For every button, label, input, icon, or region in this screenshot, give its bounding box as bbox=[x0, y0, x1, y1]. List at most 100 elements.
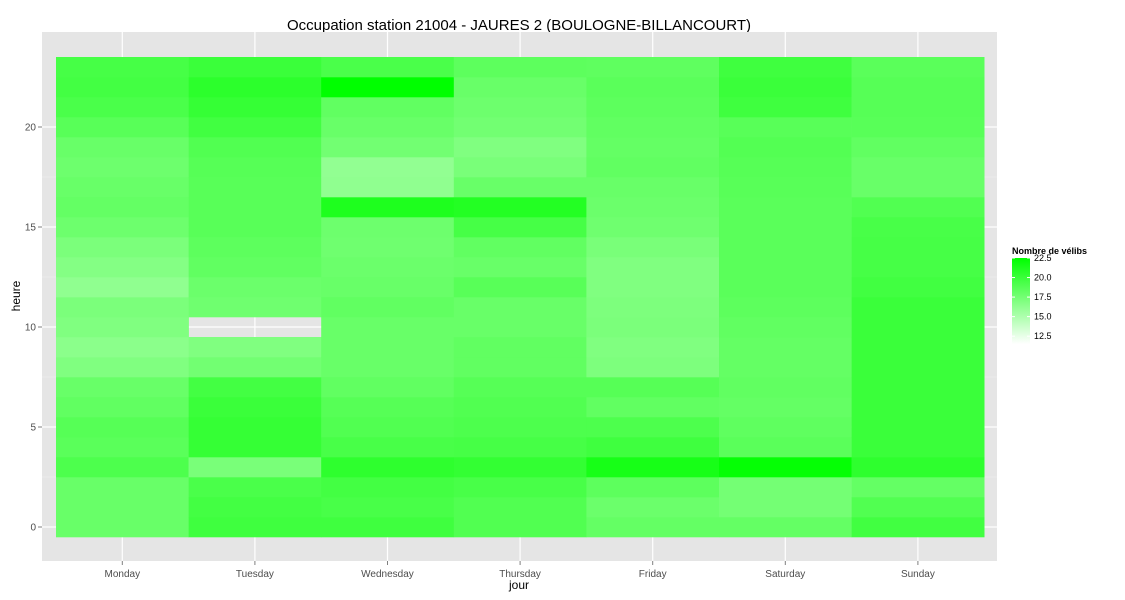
heatmap-cell-saturday-7 bbox=[719, 377, 852, 398]
heatmap-cell-friday-17 bbox=[586, 177, 720, 198]
heatmap-cell-saturday-17 bbox=[719, 177, 852, 198]
heatmap-cell-friday-16 bbox=[586, 197, 720, 218]
heatmap-cells bbox=[56, 57, 985, 538]
heatmap-cell-monday-13 bbox=[56, 257, 189, 278]
heatmap-cell-monday-18 bbox=[56, 157, 189, 178]
heatmap-cell-monday-0 bbox=[56, 517, 189, 538]
heatmap-cell-friday-14 bbox=[586, 237, 720, 258]
heatmap-cell-friday-4 bbox=[586, 437, 720, 458]
heatmap-cell-monday-20 bbox=[56, 117, 189, 138]
x-axis: Monday Tuesday Wednesday Thursday Friday Satu… bbox=[105, 561, 935, 580]
heatmap-cell-saturday-0 bbox=[719, 517, 852, 538]
heatmap-cell-monday-23 bbox=[56, 57, 189, 78]
heatmap-cell-wednesday-20 bbox=[321, 117, 455, 138]
heatmap-cell-friday-3 bbox=[586, 457, 720, 478]
heatmap-cell-sunday-8 bbox=[851, 357, 985, 378]
heatmap-cell-friday-15 bbox=[586, 217, 720, 238]
heatmap-cell-monday-21 bbox=[56, 97, 189, 118]
heatmap-cell-friday-10 bbox=[586, 317, 720, 338]
heatmap-cell-thursday-1 bbox=[453, 497, 587, 518]
heatmap-cell-tuesday-6 bbox=[188, 397, 322, 418]
x-axis-title: jour bbox=[508, 578, 529, 592]
color-legend: Nombre de vélibs 22.5 20.0 17.5 15.0 12.5 bbox=[1012, 246, 1087, 344]
heatmap-cell-sunday-15 bbox=[851, 217, 985, 238]
y-tick-label: 20 bbox=[25, 123, 37, 134]
heatmap-cell-thursday-8 bbox=[453, 357, 587, 378]
heatmap-cell-monday-8 bbox=[56, 357, 189, 378]
heatmap-cell-saturday-8 bbox=[719, 357, 852, 378]
y-axis: 0 5 10 15 20 bbox=[25, 123, 42, 534]
heatmap-cell-sunday-21 bbox=[851, 97, 985, 118]
heatmap-cell-monday-12 bbox=[56, 277, 189, 298]
heatmap-cell-wednesday-18 bbox=[321, 157, 455, 178]
heatmap-cell-tuesday-20 bbox=[188, 117, 322, 138]
heatmap-cell-thursday-15 bbox=[453, 217, 587, 238]
x-tick-label-thursday: Thursday bbox=[499, 569, 541, 580]
heatmap-cell-thursday-20 bbox=[453, 117, 587, 138]
heatmap-cell-tuesday-16 bbox=[188, 197, 322, 218]
heatmap-cell-wednesday-22 bbox=[321, 77, 455, 98]
heatmap-cell-saturday-20 bbox=[719, 117, 852, 138]
heatmap-cell-sunday-12 bbox=[851, 277, 985, 298]
heatmap-cell-friday-22 bbox=[586, 77, 720, 98]
x-tick-label-wednesday: Wednesday bbox=[361, 569, 414, 580]
chart-title: Occupation station 21004 - JAURES 2 (BOU… bbox=[287, 17, 751, 34]
heatmap-cell-wednesday-14 bbox=[321, 237, 455, 258]
heatmap-cell-wednesday-16 bbox=[321, 197, 455, 218]
heatmap-cell-wednesday-15 bbox=[321, 217, 455, 238]
heatmap-cell-friday-21 bbox=[586, 97, 720, 118]
heatmap-cell-saturday-13 bbox=[719, 257, 852, 278]
heatmap-cell-monday-10 bbox=[56, 317, 189, 338]
heatmap-cell-saturday-10 bbox=[719, 317, 852, 338]
heatmap-cell-wednesday-19 bbox=[321, 137, 455, 158]
heatmap-cell-sunday-20 bbox=[851, 117, 985, 138]
heatmap-cell-wednesday-4 bbox=[321, 437, 455, 458]
heatmap-cell-sunday-7 bbox=[851, 377, 985, 398]
heatmap-cell-sunday-18 bbox=[851, 157, 985, 178]
x-tick-label-tuesday: Tuesday bbox=[236, 569, 274, 580]
y-tick-label: 15 bbox=[25, 223, 37, 234]
legend-tick-label: 12.5 bbox=[1034, 331, 1052, 341]
heatmap-cell-monday-3 bbox=[56, 457, 189, 478]
heatmap-cell-friday-9 bbox=[586, 337, 720, 358]
heatmap-cell-tuesday-5 bbox=[188, 417, 322, 438]
heatmap-cell-sunday-22 bbox=[851, 77, 985, 98]
heatmap-cell-sunday-11 bbox=[851, 297, 985, 318]
heatmap-cell-thursday-4 bbox=[453, 437, 587, 458]
heatmap-cell-monday-6 bbox=[56, 397, 189, 418]
heatmap-cell-wednesday-21 bbox=[321, 97, 455, 118]
y-tick-label: 10 bbox=[25, 323, 37, 334]
heatmap-cell-thursday-22 bbox=[453, 77, 587, 98]
heatmap-cell-thursday-3 bbox=[453, 457, 587, 478]
heatmap-cell-sunday-14 bbox=[851, 237, 985, 258]
x-tick-label-sunday: Sunday bbox=[901, 569, 935, 580]
heatmap-cell-wednesday-10 bbox=[321, 317, 455, 338]
heatmap-cell-saturday-9 bbox=[719, 337, 852, 358]
heatmap-cell-sunday-5 bbox=[851, 417, 985, 438]
heatmap-cell-friday-20 bbox=[586, 117, 720, 138]
heatmap-cell-saturday-18 bbox=[719, 157, 852, 178]
heatmap-cell-thursday-23 bbox=[453, 57, 587, 78]
heatmap-cell-friday-6 bbox=[586, 397, 720, 418]
heatmap-cell-thursday-11 bbox=[453, 297, 587, 318]
heatmap-cell-monday-7 bbox=[56, 377, 189, 398]
heatmap-cell-monday-17 bbox=[56, 177, 189, 198]
heatmap-cell-monday-2 bbox=[56, 477, 189, 498]
heatmap-cell-wednesday-0 bbox=[321, 517, 455, 538]
heatmap-cell-friday-7 bbox=[586, 377, 720, 398]
heatmap-cell-sunday-6 bbox=[851, 397, 985, 418]
heatmap-cell-tuesday-19 bbox=[188, 137, 322, 158]
heatmap-cell-saturday-2 bbox=[719, 477, 852, 498]
heatmap-cell-wednesday-9 bbox=[321, 337, 455, 358]
heatmap-cell-tuesday-8 bbox=[188, 357, 322, 378]
legend-tick-label: 17.5 bbox=[1034, 292, 1052, 302]
heatmap-cell-thursday-6 bbox=[453, 397, 587, 418]
heatmap-cell-sunday-19 bbox=[851, 137, 985, 158]
legend-title: Nombre de vélibs bbox=[1012, 246, 1087, 256]
heatmap-cell-tuesday-13 bbox=[188, 257, 322, 278]
heatmap-cell-friday-8 bbox=[586, 357, 720, 378]
x-tick-label-monday: Monday bbox=[105, 569, 141, 580]
heatmap-cell-sunday-4 bbox=[851, 437, 985, 458]
heatmap-cell-tuesday-4 bbox=[188, 437, 322, 458]
heatmap-cell-wednesday-7 bbox=[321, 377, 455, 398]
